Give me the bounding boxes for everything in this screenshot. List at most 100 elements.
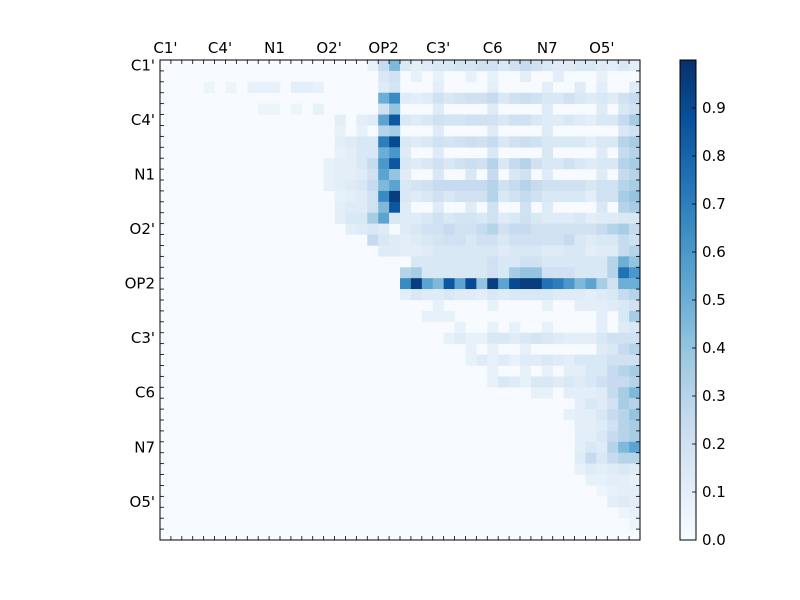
heatmap-cell bbox=[356, 180, 368, 192]
heatmap-cell bbox=[552, 289, 564, 301]
heatmap-cell bbox=[520, 158, 532, 170]
y-tick-label: OP2 bbox=[125, 275, 155, 293]
heatmap-cell bbox=[629, 365, 641, 377]
heatmap-cell bbox=[629, 518, 641, 530]
colorbar-tick-label: 0.9 bbox=[702, 99, 726, 117]
heatmap-cell bbox=[585, 92, 597, 104]
heatmap-cell bbox=[552, 180, 564, 192]
heatmap-cell bbox=[487, 278, 499, 290]
heatmap-cell bbox=[389, 70, 401, 83]
heatmap-cell bbox=[498, 354, 510, 366]
heatmap-cell bbox=[487, 223, 499, 235]
heatmap-cell bbox=[465, 343, 477, 355]
heatmap-cell bbox=[410, 158, 423, 170]
heatmap-cell bbox=[432, 125, 444, 137]
x-tick-label: C4' bbox=[208, 39, 232, 57]
heatmap-cell bbox=[629, 300, 641, 312]
heatmap-cell bbox=[367, 212, 379, 224]
heatmap-cell bbox=[498, 92, 510, 104]
heatmap-cell bbox=[574, 81, 586, 93]
heatmap-cell bbox=[476, 332, 488, 344]
heatmap-cell bbox=[378, 158, 390, 170]
heatmap-cell bbox=[498, 212, 510, 224]
heatmap-cell bbox=[432, 289, 444, 301]
heatmap-cell bbox=[367, 147, 379, 159]
heatmap-cell bbox=[476, 212, 488, 224]
heatmap-cell bbox=[618, 267, 630, 279]
heatmap-cell bbox=[509, 212, 521, 224]
heatmap-cell bbox=[607, 354, 619, 366]
heatmap-cell bbox=[596, 321, 608, 333]
heatmap-cell bbox=[618, 278, 630, 290]
heatmap-cell bbox=[618, 321, 630, 333]
heatmap-cell bbox=[465, 212, 477, 224]
heatmap-cell bbox=[541, 147, 553, 159]
heatmap-cell bbox=[541, 190, 553, 203]
heatmap-cell bbox=[345, 158, 357, 170]
heatmap-cell bbox=[618, 180, 630, 192]
heatmap-cell bbox=[323, 169, 335, 181]
heatmap-cell bbox=[465, 169, 477, 181]
heatmap-cell bbox=[563, 267, 575, 279]
heatmap-cell bbox=[378, 201, 390, 213]
heatmap-cell bbox=[585, 289, 597, 301]
heatmap-cell bbox=[585, 158, 597, 170]
heatmap-cell bbox=[454, 190, 466, 203]
heatmap-cell bbox=[618, 60, 630, 72]
heatmap-cell bbox=[596, 310, 608, 323]
heatmap-cell bbox=[574, 267, 586, 279]
heatmap-cell bbox=[530, 212, 543, 224]
heatmap-cell bbox=[520, 332, 532, 344]
heatmap-cell bbox=[454, 60, 466, 72]
heatmap-cell bbox=[541, 365, 553, 377]
heatmap-cell bbox=[520, 169, 532, 181]
heatmap-cell bbox=[563, 278, 575, 290]
heatmap-cell bbox=[498, 267, 510, 279]
heatmap-cell bbox=[432, 278, 444, 290]
heatmap-cell bbox=[574, 136, 586, 148]
heatmap-cell bbox=[574, 278, 586, 290]
heatmap-cell bbox=[432, 234, 444, 246]
heatmap-cell bbox=[574, 234, 586, 246]
heatmap-cell bbox=[574, 300, 586, 312]
heatmap-cell bbox=[618, 365, 630, 377]
heatmap-cell bbox=[443, 234, 455, 246]
heatmap-cell bbox=[378, 169, 390, 181]
heatmap-cell bbox=[356, 223, 368, 235]
x-tick-label: N1 bbox=[264, 39, 285, 57]
heatmap-cell bbox=[421, 278, 433, 290]
heatmap-cell bbox=[574, 180, 586, 192]
heatmap-cell bbox=[432, 70, 444, 83]
heatmap-cell bbox=[607, 300, 619, 312]
heatmap-cell bbox=[367, 169, 379, 181]
heatmap-cell bbox=[629, 267, 641, 279]
heatmap-cell bbox=[596, 60, 608, 72]
heatmap-cell bbox=[585, 267, 597, 279]
heatmap-cell bbox=[629, 376, 641, 388]
heatmap-cell bbox=[400, 234, 412, 246]
heatmap-cell bbox=[618, 474, 630, 486]
heatmap-cell bbox=[585, 256, 597, 268]
x-tick-labels: C1' C4' N1 O2' OP2 C3' C6 N7 O5' bbox=[153, 39, 614, 57]
heatmap-cell bbox=[400, 158, 412, 170]
heatmap-cell bbox=[563, 92, 575, 104]
heatmap-cell bbox=[410, 60, 423, 72]
heatmap-cell bbox=[476, 245, 488, 257]
heatmap-cell bbox=[509, 92, 521, 104]
heatmap-cell bbox=[432, 60, 444, 72]
heatmap-cell bbox=[541, 245, 553, 257]
heatmap-cell bbox=[389, 180, 401, 192]
y-tick-label: C6 bbox=[135, 384, 155, 402]
heatmap-cell bbox=[520, 343, 532, 355]
heatmap-cell bbox=[258, 103, 270, 115]
heatmap-cell bbox=[574, 114, 586, 126]
heatmap-cell bbox=[487, 125, 499, 137]
heatmap-cell bbox=[400, 201, 412, 213]
heatmap-cell bbox=[574, 332, 586, 344]
heatmap-cell bbox=[421, 136, 433, 148]
heatmap-cell bbox=[552, 136, 564, 148]
heatmap-cell bbox=[629, 474, 641, 486]
heatmap-cell bbox=[378, 147, 390, 159]
heatmap-cell bbox=[629, 289, 641, 301]
